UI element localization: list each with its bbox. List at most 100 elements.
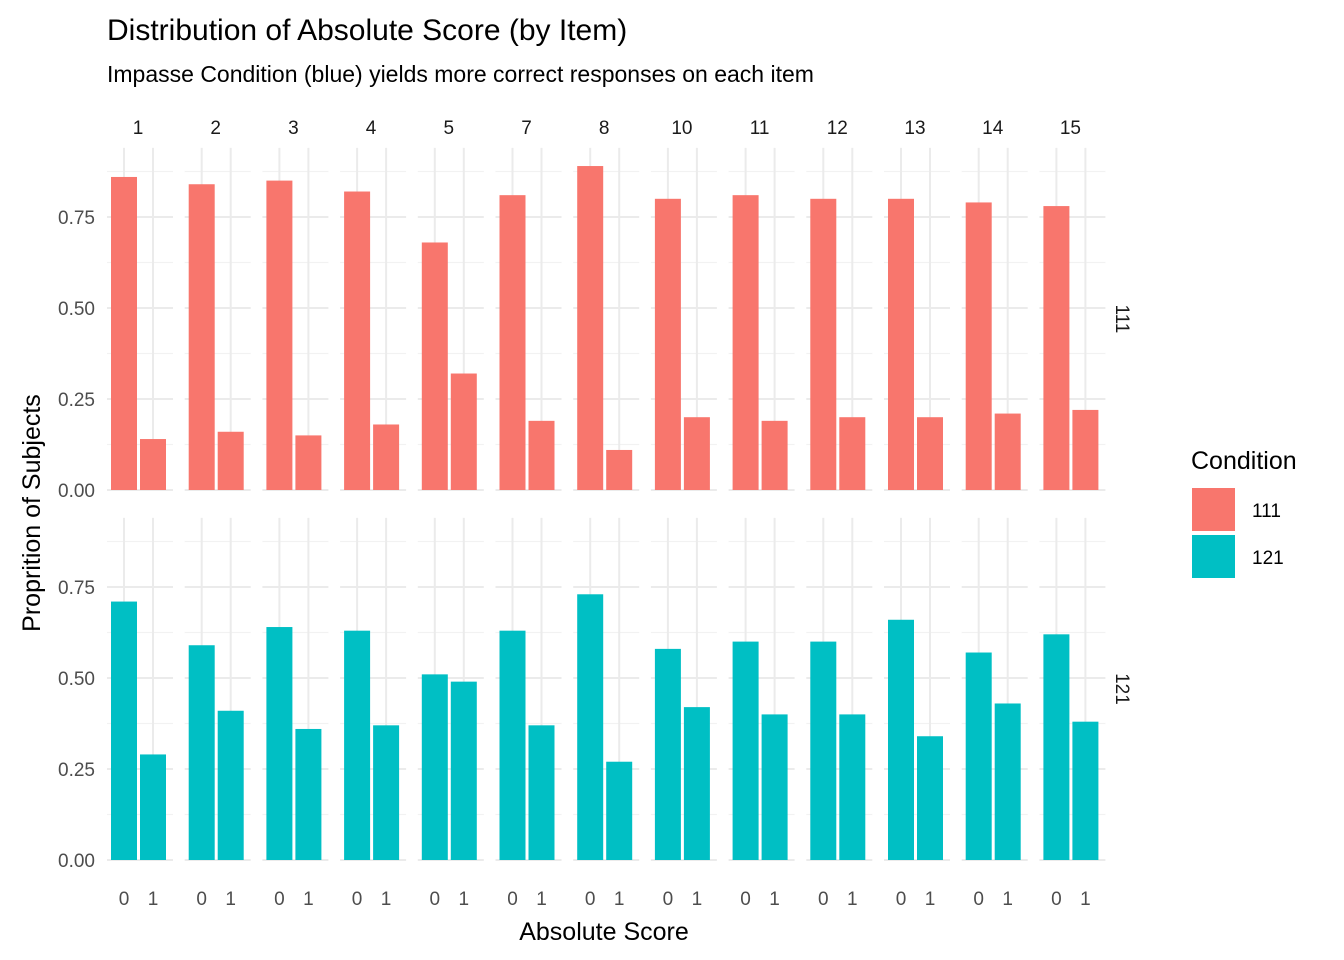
x-tick-label: 0 (585, 889, 596, 910)
x-tick-label: 0 (740, 889, 751, 910)
bar-item-7-score-0-cond-121 (499, 630, 526, 860)
bar-item-1-score-1-cond-121 (140, 754, 166, 860)
bar-item-12-score-0-cond-121 (810, 641, 837, 860)
x-tick-label: 0 (430, 889, 441, 910)
y-tick-label: 0.25 (58, 760, 95, 781)
x-tick-label: 0 (1051, 889, 1062, 910)
bar-item-2-score-1-cond-121 (217, 710, 244, 860)
column-strip-label: 15 (1060, 118, 1081, 139)
x-tick-label: 1 (925, 889, 936, 910)
bar-item-14-score-0-cond-121 (965, 652, 992, 860)
bar-item-4-score-0-cond-121 (344, 630, 371, 860)
x-axis-title: Absolute Score (519, 918, 689, 946)
y-tick-label: 0.00 (58, 481, 95, 502)
bar-item-13-score-1-cond-121 (917, 736, 943, 860)
x-tick-label: 0 (196, 889, 207, 910)
y-tick-label: 0.50 (58, 669, 95, 690)
legend: Condition 111 121 (1191, 447, 1297, 578)
bar-item-11-score-1-cond-111 (761, 420, 788, 490)
bar-item-14-score-0-cond-111 (965, 202, 992, 490)
y-tick-label: 0.75 (58, 578, 95, 599)
bar-item-8-score-0-cond-111 (577, 166, 604, 491)
bar-item-15-score-0-cond-111 (1043, 206, 1070, 490)
bar-item-11-score-0-cond-111 (732, 195, 759, 490)
x-tick-label: 0 (507, 889, 518, 910)
x-tick-label: 1 (847, 889, 858, 910)
bar-item-13-score-0-cond-111 (888, 198, 914, 491)
bar-item-8-score-1-cond-111 (606, 449, 633, 490)
column-strip-label: 13 (904, 118, 925, 139)
bar-item-4-score-1-cond-121 (373, 725, 400, 860)
y-tick-label: 0.75 (58, 208, 95, 229)
bar-item-13-score-0-cond-121 (888, 619, 914, 860)
bar-item-8-score-1-cond-121 (606, 761, 633, 860)
bar-item-10-score-1-cond-111 (683, 417, 710, 490)
y-tick-label: 0.25 (58, 390, 95, 411)
bar-item-14-score-1-cond-111 (994, 413, 1021, 490)
x-tick-label: 0 (352, 889, 363, 910)
bar-item-1-score-1-cond-111 (140, 439, 166, 490)
x-tick-label: 1 (1080, 889, 1091, 910)
column-strip-label: 5 (444, 118, 455, 139)
x-tick-label: 0 (274, 889, 285, 910)
x-tick-label: 1 (381, 889, 392, 910)
bar-item-3-score-1-cond-121 (295, 728, 322, 860)
column-strip-label: 10 (671, 118, 692, 139)
x-tick-label: 1 (769, 889, 780, 910)
bar-item-2-score-0-cond-121 (188, 645, 215, 860)
column-strip-label: 3 (288, 118, 299, 139)
x-tick-label: 1 (148, 889, 159, 910)
bar-item-3-score-0-cond-121 (266, 627, 293, 860)
column-strip-label: 11 (750, 118, 770, 139)
bar-item-4-score-1-cond-111 (373, 424, 400, 490)
x-tick-label: 0 (663, 889, 674, 910)
x-tick-label: 0 (818, 889, 829, 910)
bar-item-2-score-1-cond-111 (217, 431, 244, 490)
legend-swatch-121 (1192, 535, 1235, 578)
bar-item-8-score-0-cond-121 (577, 594, 604, 860)
bar-item-1-score-0-cond-121 (111, 601, 137, 860)
y-tick-label: 0.50 (58, 299, 95, 320)
x-tick-label: 1 (614, 889, 625, 910)
bar-item-15-score-1-cond-111 (1072, 409, 1099, 490)
x-tick-label: 1 (536, 889, 547, 910)
legend-label-111: 111 (1252, 501, 1281, 522)
bar-item-7-score-1-cond-111 (528, 420, 555, 490)
bar-item-15-score-1-cond-121 (1072, 721, 1099, 860)
bar-item-15-score-0-cond-121 (1043, 634, 1070, 860)
bar-item-5-score-0-cond-121 (421, 674, 448, 860)
column-strip-label: 4 (366, 118, 377, 139)
x-tick-label: 1 (1002, 889, 1013, 910)
bar-item-12-score-1-cond-111 (839, 417, 866, 490)
bar-item-10-score-1-cond-121 (683, 707, 710, 860)
bar-item-10-score-0-cond-121 (654, 648, 681, 860)
legend-label-121: 121 (1252, 548, 1284, 569)
bar-item-5-score-0-cond-111 (421, 242, 448, 490)
x-tick-label: 0 (973, 889, 984, 910)
x-tick-label: 1 (459, 889, 470, 910)
bar-item-13-score-1-cond-111 (917, 417, 943, 490)
bar-item-5-score-1-cond-111 (450, 373, 477, 490)
legend-title: Condition (1191, 447, 1297, 475)
bar-item-4-score-0-cond-111 (344, 191, 371, 490)
legend-swatch-111 (1192, 488, 1235, 531)
x-tick-label: 1 (303, 889, 314, 910)
column-strip-label: 14 (982, 118, 1004, 139)
x-tick-label: 0 (119, 889, 130, 910)
bar-item-12-score-0-cond-111 (810, 198, 837, 491)
column-strip-label: 8 (599, 118, 610, 139)
bar-item-3-score-1-cond-111 (295, 435, 322, 490)
column-strip-label: 7 (521, 118, 532, 139)
bar-item-14-score-1-cond-121 (994, 703, 1021, 860)
chart-subtitle: Impasse Condition (blue) yields more cor… (107, 61, 814, 87)
y-tick-label: 0.00 (58, 851, 95, 872)
bar-item-1-score-0-cond-111 (111, 176, 137, 490)
column-strip-label: 12 (827, 118, 848, 139)
bar-item-12-score-1-cond-121 (839, 714, 866, 860)
bar-item-5-score-1-cond-121 (450, 681, 477, 860)
y-axis-title: Proprition of Subjects (18, 394, 46, 632)
row-strip-label: 111 (1111, 304, 1132, 333)
bar-item-10-score-0-cond-111 (654, 198, 681, 491)
